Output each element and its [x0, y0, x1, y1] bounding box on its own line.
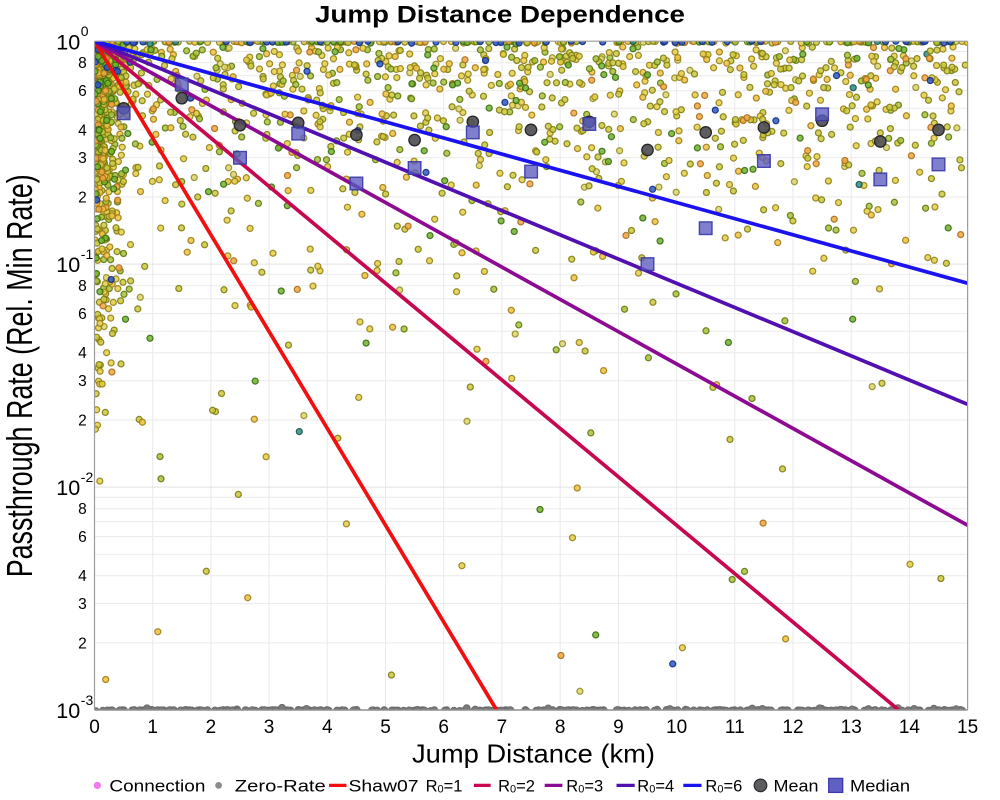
svg-text:2: 2 [78, 635, 87, 652]
svg-text:4: 4 [78, 568, 87, 585]
svg-text:-1: -1 [81, 246, 94, 262]
svg-text:2: 2 [206, 717, 217, 738]
svg-text:Jump Distance (km): Jump Distance (km) [412, 739, 655, 769]
svg-text:10: 10 [56, 476, 80, 500]
svg-text:R0=3: R0=3 [566, 778, 603, 796]
svg-text:Median: Median [850, 778, 910, 796]
svg-text:6: 6 [78, 306, 87, 323]
svg-text:2: 2 [78, 412, 87, 429]
svg-text:9: 9 [613, 717, 624, 738]
svg-text:R0=2: R0=2 [498, 778, 535, 796]
svg-text:10: 10 [666, 717, 687, 738]
svg-text:11: 11 [725, 717, 745, 738]
svg-text:14: 14 [899, 717, 921, 738]
svg-text:5: 5 [380, 717, 391, 738]
svg-text:4: 4 [78, 122, 87, 139]
svg-text:3: 3 [78, 596, 87, 613]
svg-text:-3: -3 [81, 692, 94, 708]
svg-text:8: 8 [555, 717, 566, 738]
svg-text:Jump Distance Dependence: Jump Distance Dependence [315, 2, 685, 29]
svg-text:Shaw07: Shaw07 [349, 778, 419, 796]
svg-text:R0=6: R0=6 [705, 778, 742, 796]
svg-text:12: 12 [782, 717, 803, 738]
svg-text:2: 2 [78, 189, 87, 206]
svg-text:6: 6 [78, 83, 87, 100]
svg-text:Zero-Rate: Zero-Rate [235, 778, 326, 796]
svg-text:7: 7 [497, 717, 508, 738]
svg-text:Mean: Mean [774, 778, 819, 796]
svg-text:15: 15 [957, 717, 978, 738]
svg-text:8: 8 [78, 55, 87, 72]
svg-text:10: 10 [56, 699, 80, 723]
svg-text:Connection: Connection [109, 778, 205, 796]
svg-text:10: 10 [56, 30, 80, 54]
svg-text:6: 6 [78, 529, 87, 546]
svg-text:13: 13 [841, 717, 862, 738]
svg-text:R0=1: R0=1 [426, 778, 463, 796]
svg-text:6: 6 [438, 717, 449, 738]
svg-text:10: 10 [56, 253, 80, 277]
svg-text:R0=4: R0=4 [637, 778, 674, 796]
svg-text:4: 4 [322, 717, 333, 738]
svg-text:4: 4 [78, 345, 87, 362]
svg-text:0: 0 [81, 23, 89, 39]
svg-text:3: 3 [78, 150, 87, 167]
svg-text:3: 3 [264, 717, 275, 738]
svg-text:-2: -2 [81, 469, 94, 485]
svg-text:1: 1 [147, 717, 158, 738]
svg-text:0: 0 [89, 717, 100, 738]
svg-text:8: 8 [78, 501, 87, 518]
svg-text:3: 3 [78, 373, 87, 390]
svg-text:Passthrough Rate (Rel. Min Rat: Passthrough Rate (Rel. Min Rate) [0, 174, 40, 577]
svg-text:8: 8 [78, 278, 87, 295]
